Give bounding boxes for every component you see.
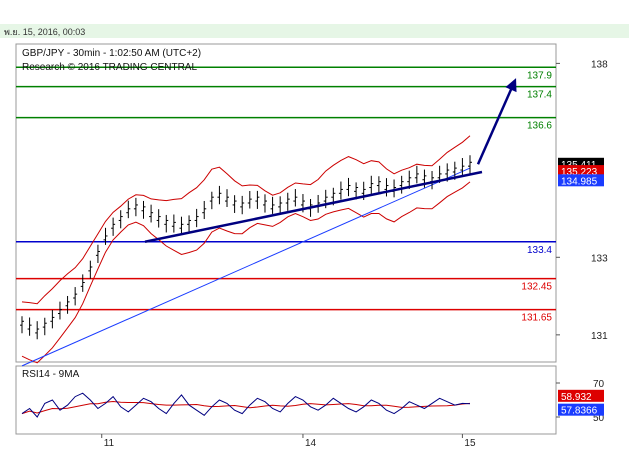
rsi-ma-line — [21, 400, 471, 415]
level-label: 131.65 — [521, 313, 552, 324]
level-label: 137.9 — [527, 70, 552, 81]
rsi-tag-label: 57.8366 — [561, 406, 598, 417]
projection-arrow-head — [505, 78, 517, 93]
y-tick-label: 133 — [591, 253, 608, 264]
x-tick-label: 15 — [464, 438, 476, 449]
rsi-tag-bg — [558, 389, 604, 402]
date-text: พ.ย. 15, 2016, 00:03 — [4, 27, 86, 37]
rsi-label: RSI14 - 9MA — [22, 369, 80, 380]
level-label: 132.45 — [521, 282, 552, 293]
rsi-panel — [15, 365, 557, 435]
upper-band-line — [21, 135, 471, 305]
ma-line — [21, 167, 471, 367]
trend-line — [144, 170, 483, 244]
date-band: พ.ย. 15, 2016, 00:03 — [0, 24, 629, 38]
lower-band-line — [21, 181, 471, 364]
price-tag-bg — [558, 165, 604, 178]
price-layer: 137.9 137.4 136.6 133.4 132.45 131.65 131 133 13… — [16, 59, 608, 449]
rsi-tag-label: 58.932 — [561, 392, 592, 403]
price-tag-label: 135.223 — [561, 167, 598, 178]
level-label: 136.6 — [527, 121, 552, 132]
level-label: 137.4 — [527, 90, 552, 101]
projection-arrow-line — [476, 86, 514, 165]
chart-subtitle: Research © 2016 TRADING CENTRAL — [22, 62, 197, 73]
rsi-line — [21, 392, 471, 418]
x-tick-label: 11 — [104, 438, 115, 449]
rsi-tag-bg — [558, 403, 604, 416]
price-tag-label: 134.985 — [561, 176, 598, 187]
x-tick-label: 14 — [305, 438, 317, 449]
y-tick-label: 138 — [591, 59, 608, 70]
price-tag-bg — [558, 174, 604, 187]
rsi-y-tick-label: 50 — [593, 413, 605, 424]
y-tick-label: 131 — [591, 331, 608, 342]
level-label: 133.4 — [527, 245, 552, 256]
chart-title: GBP/JPY - 30min - 1:02:50 AM (UTC+2) — [22, 48, 201, 59]
rsi-y-tick-label: 70 — [593, 379, 605, 390]
